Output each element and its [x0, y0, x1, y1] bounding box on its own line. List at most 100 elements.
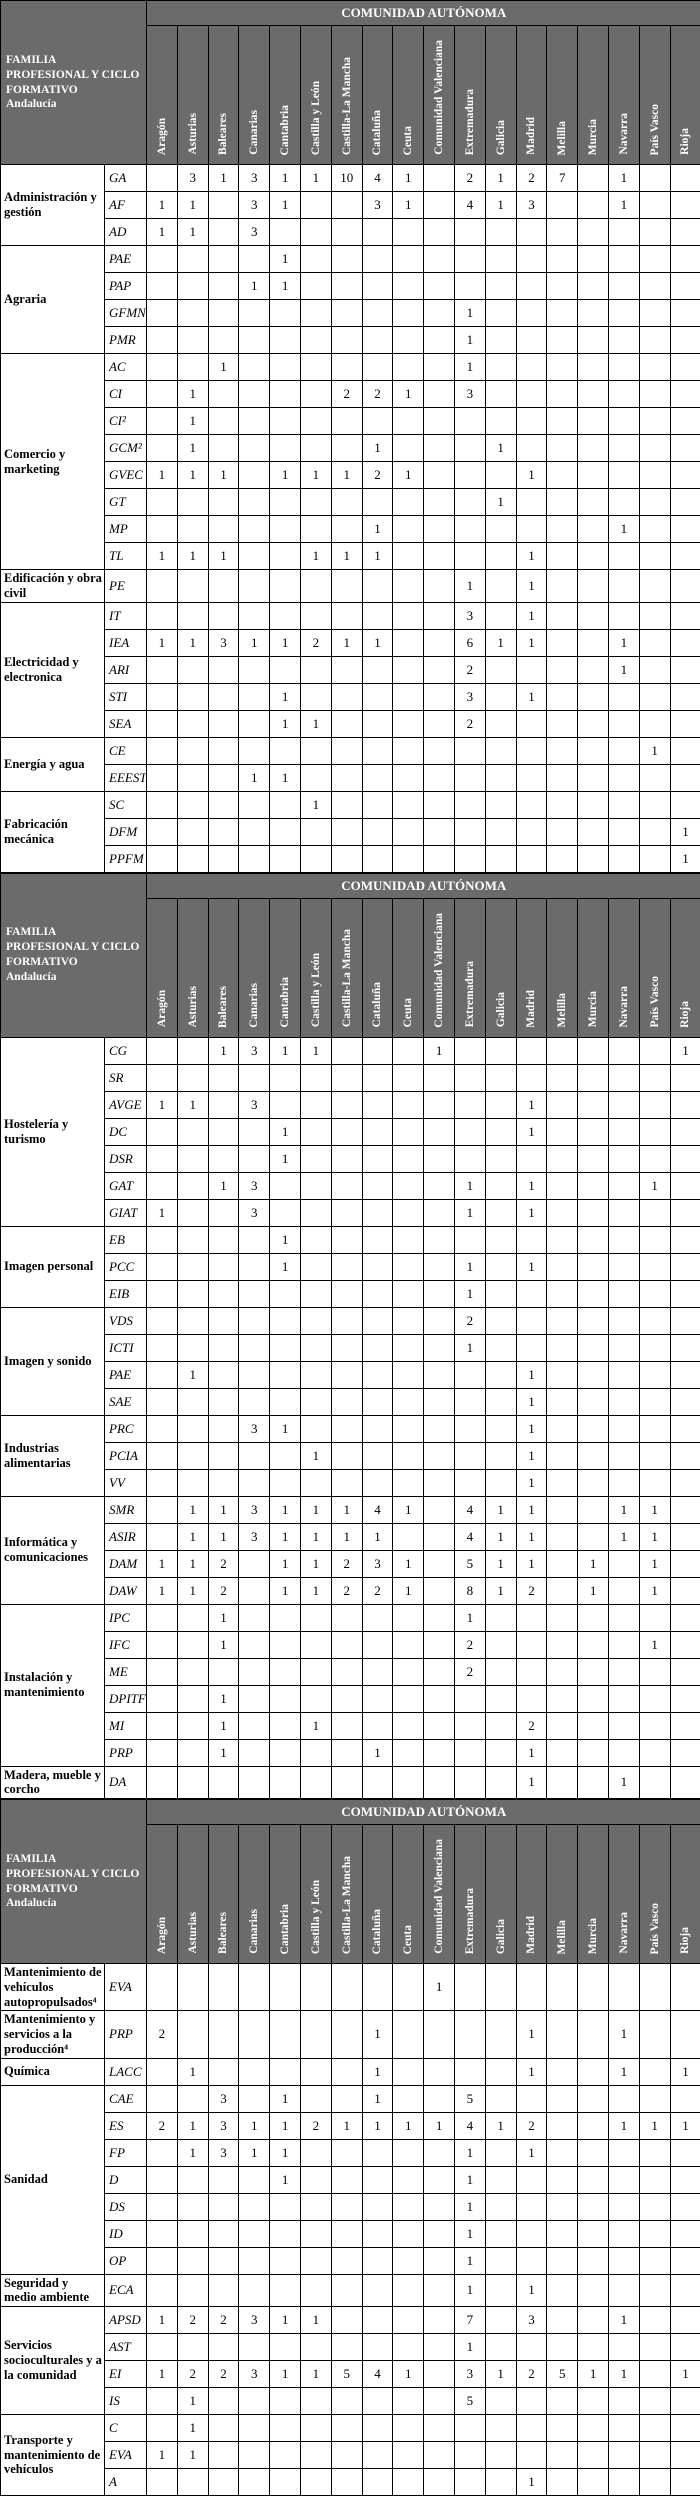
- value-cell: [300, 844, 332, 873]
- value-cell: [269, 817, 301, 846]
- column-header: Extremadura: [453, 25, 486, 165]
- value-cell: [392, 817, 425, 846]
- value-cell: [577, 407, 609, 435]
- value-cell: 1: [300, 2360, 332, 2388]
- value-cell: [453, 2010, 486, 2059]
- value-cell: [638, 2360, 671, 2388]
- value-cell: [330, 1468, 363, 1497]
- value-cell: [176, 1468, 209, 1497]
- column-header: Navarra: [607, 1824, 640, 1964]
- value-cell: [577, 2414, 609, 2442]
- value-cell: [146, 2192, 178, 2221]
- value-cell: [146, 1441, 178, 1470]
- value-cell: [330, 1252, 363, 1281]
- value-cell: [330, 2192, 363, 2221]
- value-cell: [546, 1576, 579, 1605]
- value-cell: 1: [207, 1603, 240, 1632]
- value-cell: [238, 709, 271, 738]
- value-cell: [330, 353, 363, 381]
- table-row: DS 1: [1, 2192, 700, 2221]
- value-cell: [146, 2165, 178, 2194]
- value-cell: [146, 763, 178, 792]
- value-cell: [453, 1225, 486, 1254]
- value-cell: 1: [453, 2138, 486, 2167]
- value-cell: [361, 2414, 394, 2442]
- value-cell: [515, 515, 548, 543]
- value-cell: [607, 218, 640, 246]
- value-cell: [638, 709, 671, 738]
- value-cell: 1: [453, 2246, 486, 2275]
- value-cell: 1: [176, 218, 209, 246]
- value-cell: [269, 2333, 301, 2361]
- value-cell: [607, 380, 640, 408]
- value-cell: [607, 434, 640, 462]
- table-row: Comercio y marketing AC 1 1: [0, 353, 700, 570]
- value-cell: [453, 1414, 486, 1443]
- value-cell: [638, 1333, 671, 1362]
- value-cell: [238, 299, 271, 327]
- value-cell: [300, 2010, 332, 2059]
- code-cell: ME: [103, 1657, 148, 1686]
- value-cell: [577, 2273, 609, 2307]
- value-cell: [607, 2441, 640, 2469]
- value-cell: 3: [238, 1414, 271, 1443]
- value-cell: [207, 1144, 240, 1173]
- value-cell: [638, 353, 671, 381]
- value-cell: [238, 1117, 271, 1146]
- value-cell: [146, 1036, 178, 1065]
- value-cell: [453, 2441, 486, 2469]
- value-cell: [515, 1036, 548, 1065]
- column-header-label: Galicia: [494, 119, 507, 155]
- value-cell: [638, 2306, 671, 2334]
- value-cell: [300, 1630, 332, 1659]
- value-cell: [607, 1090, 640, 1119]
- value-cell: [546, 1495, 579, 1524]
- column-header-label: Rioja: [679, 1927, 692, 1954]
- value-cell: [546, 2192, 579, 2221]
- value-cell: [392, 2387, 425, 2415]
- value-cell: [392, 2165, 425, 2194]
- code-cell: IFC: [103, 1630, 148, 1659]
- table-row: AD 1 1 3: [1, 218, 700, 246]
- value-cell: [669, 461, 700, 489]
- value-cell: [577, 569, 609, 603]
- value-cell: [484, 218, 517, 246]
- value-cell: 4: [453, 1522, 486, 1551]
- value-cell: [669, 1279, 700, 1308]
- value-cell: [238, 1962, 271, 2012]
- value-cell: [269, 1090, 301, 1119]
- value-cell: [176, 2010, 209, 2059]
- value-cell: [484, 1252, 517, 1281]
- code-cell: DFM: [103, 817, 148, 846]
- value-cell: [392, 844, 425, 873]
- value-cell: [577, 1522, 609, 1551]
- column-header: Ceuta: [392, 25, 425, 165]
- value-cell: [423, 1495, 455, 1524]
- header-row-top: FAMILIA PROFESIONAL Y CICLO FORMATIVO And…: [0, 1799, 700, 1964]
- column-header-label: Baleares: [217, 985, 230, 1028]
- value-cell: [176, 569, 209, 603]
- value-cell: [546, 380, 579, 408]
- value-cell: [300, 2273, 332, 2307]
- value-cell: [392, 353, 425, 381]
- value-cell: [361, 2468, 394, 2496]
- value-cell: [300, 1279, 332, 1308]
- value-cell: [607, 1063, 640, 1092]
- value-cell: [269, 2192, 301, 2221]
- table-row: Mantenimiento y servicios a la producció…: [0, 2010, 700, 2059]
- value-cell: 1: [484, 191, 517, 219]
- value-cell: [638, 1468, 671, 1497]
- column-header-label: Murcia: [587, 991, 600, 1028]
- value-cell: [269, 218, 301, 246]
- value-cell: [669, 2246, 700, 2275]
- section-table-1: FAMILIA PROFESIONAL Y CICLO FORMATIVO And…: [0, 0, 700, 873]
- value-cell: [238, 601, 271, 630]
- value-cell: [146, 407, 178, 435]
- table-row: DPITF 1: [1, 1684, 700, 1713]
- value-cell: 1: [176, 1360, 209, 1389]
- value-cell: [300, 299, 332, 327]
- table-row: ASIR 1 1 3 1 1 1 1 4 1 1 1 1: [1, 1522, 700, 1551]
- value-cell: [453, 515, 486, 543]
- value-cell: [146, 1765, 178, 1799]
- column-header-label: Madrid: [525, 117, 538, 155]
